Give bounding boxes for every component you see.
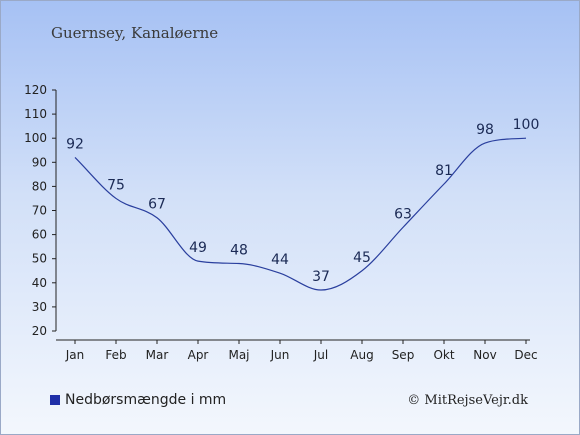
y-tick-label: 90 (32, 155, 47, 169)
data-label: 48 (230, 243, 248, 259)
series-line (74, 137, 527, 291)
y-tick-label: 110 (24, 107, 47, 121)
x-tick-label: Nov (473, 348, 496, 362)
legend-swatch (50, 395, 60, 405)
y-tick-label: 20 (32, 324, 47, 338)
y-tick-label: 30 (32, 300, 47, 314)
x-tick-label: Jan (65, 348, 85, 362)
data-label: 92 (66, 136, 84, 152)
legend-label: Nedbørsmængde i mm (65, 392, 226, 408)
x-tick-label: Jul (313, 348, 328, 362)
y-tick-label: 120 (24, 83, 47, 97)
data-label: 81 (435, 163, 453, 179)
location-title: Guernsey, Kanaløerne (51, 24, 218, 42)
x-tick-label: Feb (105, 348, 126, 362)
y-tick-label: 40 (32, 276, 47, 290)
data-label: 37 (312, 269, 330, 285)
x-tick-label: Okt (433, 348, 454, 362)
x-tick-label: Dec (514, 348, 537, 362)
y-tick-label: 80 (32, 179, 47, 193)
data-label: 98 (476, 122, 494, 138)
y-tick-label: 60 (32, 228, 47, 242)
data-label: 44 (271, 252, 289, 268)
x-tick-label: Aug (350, 348, 373, 362)
data-label: 45 (353, 250, 371, 266)
x-tick-label: Apr (188, 348, 209, 362)
data-label: 49 (189, 240, 207, 256)
axes: 20 30 40 50 60 70 80 90 100 110 120 Jan Feb Mar Apr Maj… (24, 83, 538, 362)
x-tick-label: Jun (270, 348, 290, 362)
x-tick-label: Maj (228, 348, 249, 362)
data-label: 67 (148, 197, 166, 213)
plot-area: 92 75 67 49 48 44 37 45 63 81 98 100 (66, 117, 540, 291)
y-tick-label: 70 (32, 204, 47, 218)
data-label: 100 (513, 117, 540, 133)
x-tick-label: Mar (146, 348, 169, 362)
copyright-text: © MitRejseVejr.dk (407, 393, 528, 408)
x-tick-label: Sep (392, 348, 415, 362)
y-tick-label: 50 (32, 252, 47, 266)
data-label: 75 (107, 177, 125, 193)
y-tick-label: 100 (24, 131, 47, 145)
data-label: 63 (394, 206, 412, 222)
